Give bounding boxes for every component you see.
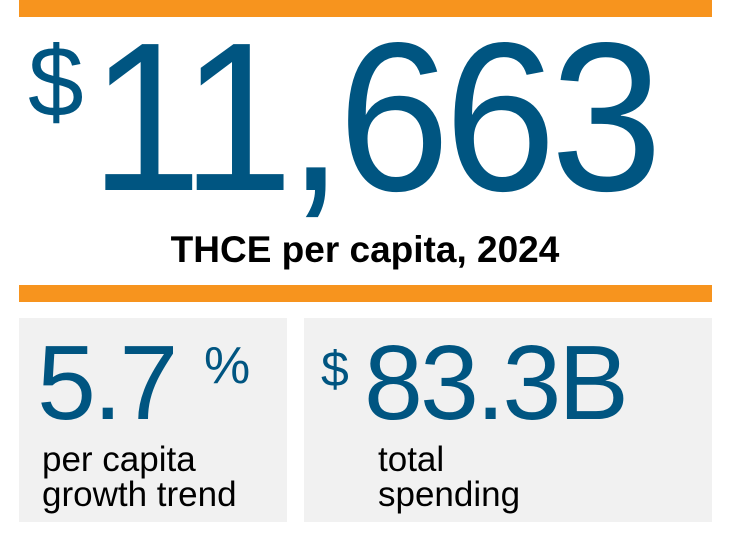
top-accent-bar xyxy=(19,0,712,17)
growth-label-line2: growth trend xyxy=(42,475,237,514)
spending-stat-panel: $ 83.3B total spending xyxy=(304,318,712,522)
growth-label-line1: per capita xyxy=(42,440,196,479)
growth-unit: % xyxy=(204,337,251,395)
spending-value: 83.3B xyxy=(364,324,629,442)
headline-value: 11,663 xyxy=(90,0,663,235)
headline-label: THCE per capita, 2024 xyxy=(170,229,560,270)
growth-value: 5.7 xyxy=(37,324,178,442)
headline-currency: $ xyxy=(28,26,84,138)
spending-label-line1: total xyxy=(378,440,445,479)
spending-currency: $ xyxy=(321,341,349,397)
middle-accent-bar xyxy=(19,285,712,302)
growth-stat-panel: 5.7 % per capita growth trend xyxy=(19,318,287,522)
spending-label-line2: spending xyxy=(378,475,521,514)
